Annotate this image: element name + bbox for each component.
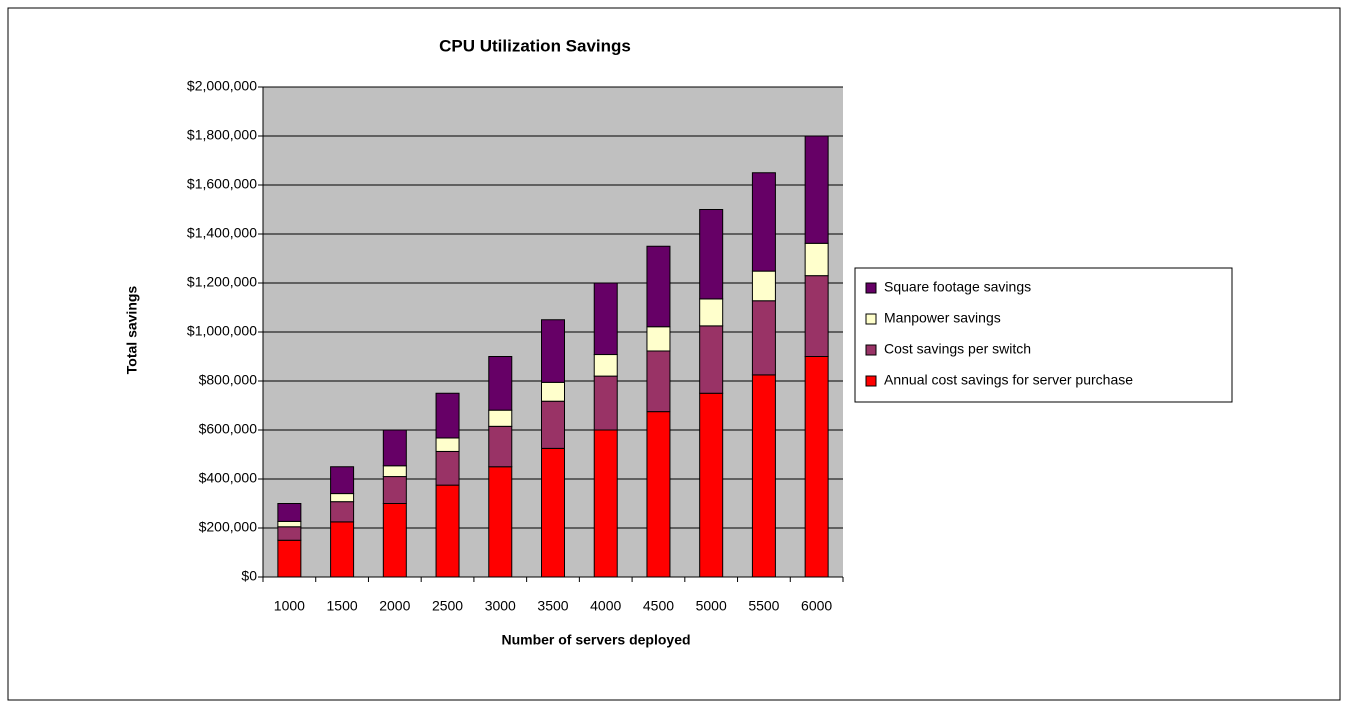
y-tick-label: $600,000 — [199, 421, 258, 437]
legend-box — [854, 267, 1233, 403]
bar-segment — [488, 409, 513, 427]
legend-label: Square footage savings — [884, 279, 1031, 295]
bar-segment — [277, 539, 302, 578]
bar-segment — [541, 319, 565, 383]
y-tick-label: $1,400,000 — [187, 225, 257, 241]
bar-segment — [751, 270, 776, 302]
bar-segment — [593, 282, 618, 356]
x-axis-title: Number of servers deployed — [501, 632, 690, 648]
bar-segment — [330, 521, 355, 578]
bar-segment — [804, 135, 829, 244]
bar-segment — [593, 375, 618, 431]
x-tick-label: 1000 — [274, 598, 305, 614]
x-tick-label: 3500 — [537, 598, 568, 614]
x-tick-label: 6000 — [801, 598, 832, 614]
bar-segment — [804, 356, 829, 578]
bar-segment — [488, 356, 513, 411]
legend-swatch — [865, 313, 877, 325]
x-tick-label: 1500 — [327, 598, 358, 614]
bar-segment — [277, 526, 302, 541]
y-tick-label: $400,000 — [199, 470, 258, 486]
bar-segment — [435, 484, 460, 578]
bar-segment — [804, 242, 829, 277]
legend-label: Cost savings per switch — [884, 341, 1031, 357]
bar-segment — [646, 411, 671, 578]
y-tick-label: $0 — [241, 568, 257, 584]
bar-segment — [330, 501, 355, 523]
bar-segment — [699, 209, 724, 300]
bar-segment — [646, 326, 671, 352]
bar-segment — [751, 172, 776, 272]
y-tick-label: $2,000,000 — [187, 78, 257, 94]
bar-segment — [435, 450, 460, 486]
x-tick-label: 5500 — [748, 598, 779, 614]
bar-segment — [699, 325, 724, 394]
y-tick-label: $1,000,000 — [187, 323, 257, 339]
bar-segment — [382, 429, 407, 467]
y-tick-label: $1,800,000 — [187, 127, 257, 143]
y-tick-label: $1,600,000 — [187, 176, 257, 192]
bar-segment — [751, 374, 776, 578]
bar-segment — [330, 466, 355, 495]
bar-segment — [382, 476, 407, 504]
bar-segment — [804, 275, 829, 357]
bar-segment — [277, 503, 302, 522]
legend-label: Manpower savings — [884, 310, 1001, 326]
bar-segment — [751, 300, 776, 376]
bar-segment — [593, 429, 618, 578]
y-tick-label: $200,000 — [199, 519, 258, 535]
bar-segment — [435, 392, 460, 439]
x-tick-label: 2500 — [432, 598, 463, 614]
bar-segment — [541, 381, 565, 402]
bar-segment — [435, 437, 460, 452]
y-tick-label: $1,200,000 — [187, 274, 257, 290]
x-tick-label: 5000 — [696, 598, 727, 614]
legend-swatch — [865, 344, 877, 356]
bar-segment — [699, 298, 724, 327]
bar-segment — [699, 392, 724, 578]
bar-segment — [541, 447, 565, 578]
bar-segment — [382, 503, 407, 578]
legend-label: Annual cost savings for server purchase — [884, 372, 1133, 388]
y-tick-label: $800,000 — [199, 372, 258, 388]
bar-segment — [488, 466, 513, 578]
chart-title: CPU Utilization Savings — [439, 36, 631, 55]
x-tick-label: 4500 — [643, 598, 674, 614]
x-tick-label: 2000 — [379, 598, 410, 614]
bar-segment — [330, 493, 355, 503]
legend-swatch — [865, 282, 877, 294]
bar-segment — [277, 520, 302, 528]
bar-segment — [541, 400, 565, 449]
bar-segment — [488, 425, 513, 468]
bar-segment — [646, 245, 671, 328]
x-tick-label: 4000 — [590, 598, 621, 614]
bar-segment — [646, 350, 671, 413]
legend-swatch — [865, 375, 877, 387]
y-axis-title: Total savings — [124, 286, 140, 375]
bar-segment — [593, 354, 618, 377]
x-tick-label: 3000 — [485, 598, 516, 614]
bar-segment — [382, 465, 407, 478]
